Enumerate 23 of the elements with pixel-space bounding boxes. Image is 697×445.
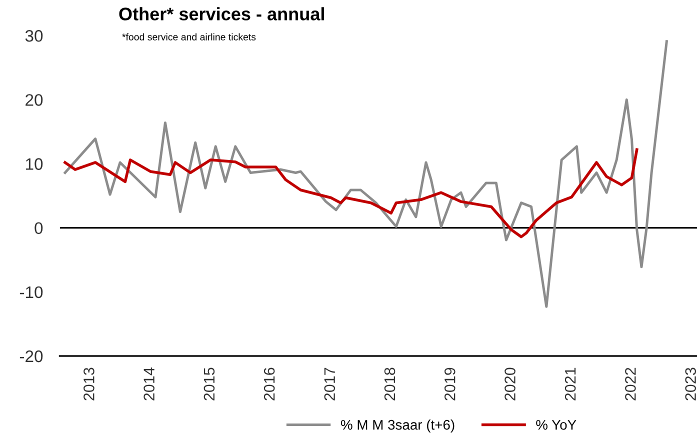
x-tick-label: 2018 — [384, 368, 396, 400]
chart-title: Other* services - annual — [119, 7, 324, 20]
legend-label: % M M 3saar (t+6) — [340, 420, 454, 432]
x-tick-label: 2016 — [264, 368, 275, 400]
legend-label: % YoY — [536, 420, 576, 430]
x-tick-label: 2017 — [324, 368, 336, 400]
annotation: *food service and airline tickets — [122, 33, 256, 40]
line-series — [64, 40, 668, 308]
y-tick-label: -10 — [20, 286, 43, 298]
y-tick-label: 20 — [26, 94, 43, 106]
y-tick-label: 0 — [34, 222, 43, 234]
x-tick-label: 2013 — [84, 368, 94, 400]
y-tick-label: -20 — [20, 350, 43, 362]
x-tick-label: 2021 — [564, 368, 576, 400]
y-tick-label: 10 — [26, 158, 43, 170]
x-tick-label: 2022 — [625, 368, 636, 400]
x-tick-label: 2019 — [444, 368, 456, 400]
line-series — [64, 148, 638, 238]
x-tick-label: 2020 — [504, 368, 516, 400]
x-tick-label: 2015 — [204, 368, 215, 400]
x-tick-label: 2014 — [144, 368, 154, 400]
y-tick-label: 30 — [25, 30, 43, 42]
x-tick-label: 2023 — [685, 368, 696, 400]
